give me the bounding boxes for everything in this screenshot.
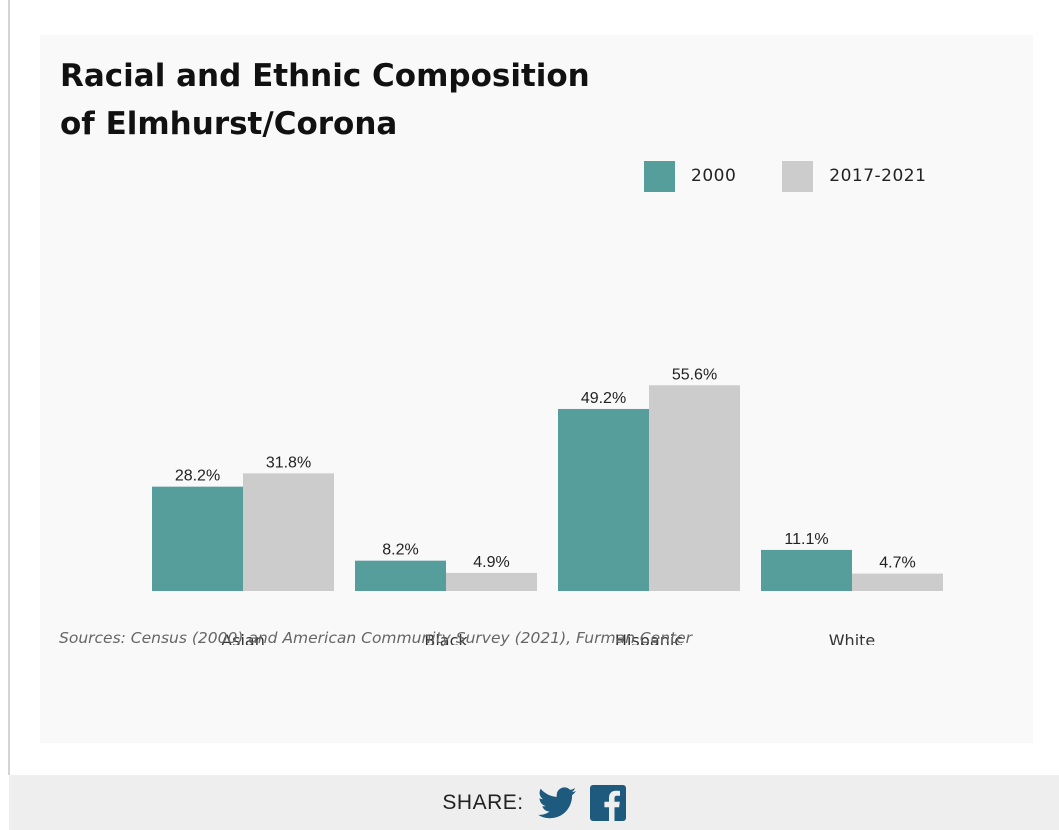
legend: 2000 2017-2021 bbox=[644, 160, 926, 192]
facebook-icon[interactable] bbox=[589, 784, 626, 821]
data-label-hispanic-2000: 49.2% bbox=[581, 390, 626, 407]
data-label-white-2017-2021: 4.7% bbox=[879, 555, 915, 572]
bar-hispanic-2017-2021 bbox=[649, 385, 740, 591]
bar-asian-2017-2021 bbox=[243, 473, 334, 591]
category-label-black: Black bbox=[424, 631, 468, 645]
legend-item-2000: 2000 bbox=[644, 160, 737, 192]
legend-swatch-2000 bbox=[644, 160, 675, 192]
bar-white-2000 bbox=[761, 549, 852, 591]
bar-black-2000 bbox=[355, 560, 446, 591]
data-label-black-2017-2021: 4.9% bbox=[473, 554, 509, 571]
bar-hispanic-2000 bbox=[558, 408, 649, 591]
data-label-white-2000: 11.1% bbox=[784, 531, 828, 548]
chart-source: Sources: Census (2000) and American Comm… bbox=[59, 629, 693, 647]
legend-label-2000: 2000 bbox=[691, 166, 737, 186]
legend-item-2017-2021: 2017-2021 bbox=[782, 160, 927, 192]
share-label: SHARE: bbox=[442, 790, 524, 814]
data-label-black-2000: 8.2% bbox=[382, 542, 418, 559]
category-label-hispanic: Hispanic bbox=[615, 631, 683, 645]
data-label-hispanic-2017-2021: 55.6% bbox=[672, 366, 717, 383]
chart-card bbox=[40, 35, 1033, 743]
legend-label-2017-2021: 2017-2021 bbox=[829, 166, 927, 186]
share-bar: SHARE: bbox=[9, 775, 1059, 830]
data-label-asian-2017-2021: 31.8% bbox=[266, 454, 311, 471]
legend-swatch-2017-2021 bbox=[782, 160, 814, 192]
category-label-white: White bbox=[829, 631, 876, 645]
bar-asian-2000 bbox=[152, 486, 243, 591]
bar-chart: 28.2% 31.8% Asian 8.2% 4.9% Black 49.2% 55.6% Hi… bbox=[152, 366, 943, 645]
bar-black-2017-2021 bbox=[446, 572, 537, 591]
category-label-asian: Asian bbox=[221, 631, 265, 645]
twitter-icon[interactable] bbox=[537, 786, 576, 819]
bar-white-2017-2021 bbox=[852, 573, 943, 591]
data-label-asian-2000: 28.2% bbox=[175, 468, 220, 485]
left-border bbox=[8, 0, 10, 775]
chart-title: Racial and Ethnic Composition of Elmhurs… bbox=[60, 58, 590, 142]
